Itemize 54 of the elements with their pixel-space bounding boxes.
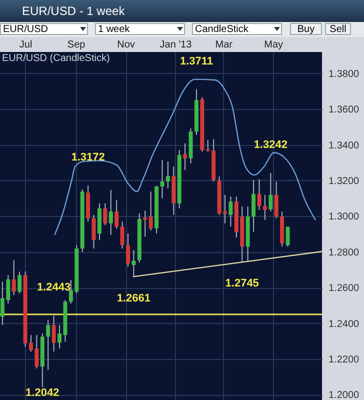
candlestick bbox=[268, 172, 273, 212]
x-tick-label: Nov bbox=[117, 40, 135, 50]
candlestick bbox=[114, 199, 119, 230]
candlestick bbox=[12, 260, 16, 296]
chart-title: EUR/USD - 1 week bbox=[22, 4, 125, 18]
candlestick bbox=[108, 189, 113, 236]
x-tick-label: Jan '13 bbox=[160, 40, 192, 50]
candlestick bbox=[257, 178, 262, 210]
text: Buy bbox=[290, 23, 322, 35]
candlestick bbox=[92, 214, 96, 249]
y-tick-label: 1.3200 bbox=[328, 176, 360, 187]
text: 1 week bbox=[98, 24, 130, 35]
text: CandleStick bbox=[195, 24, 248, 35]
x-tick-label: May bbox=[264, 40, 284, 50]
annotation: 1.3711 bbox=[180, 55, 213, 68]
candlestick bbox=[143, 210, 148, 238]
y-tick-label: 1.2400 bbox=[328, 318, 360, 330]
chart-subtitle: EUR/USD (CandleStick) bbox=[2, 53, 110, 64]
candlestick bbox=[132, 250, 136, 278]
y-tick-label: 1.2600 bbox=[328, 283, 360, 294]
annotation: 1.3172 bbox=[71, 151, 105, 164]
annotation: 1.2042 bbox=[26, 387, 60, 400]
candlestick bbox=[252, 179, 256, 232]
candlestick bbox=[52, 315, 56, 352]
candlestick bbox=[262, 194, 267, 220]
x-tick-label: Sep bbox=[67, 40, 86, 50]
x-tick-label: Jul bbox=[19, 40, 32, 50]
annotation: 1.2745 bbox=[225, 278, 259, 290]
candlestick bbox=[18, 271, 22, 294]
y-tick-label: 1.2800 bbox=[328, 247, 360, 258]
y-tick-label: 1.3000 bbox=[328, 212, 360, 223]
y-tick-label: 1.3800 bbox=[328, 68, 360, 80]
text: Sell bbox=[325, 23, 351, 35]
candlestick bbox=[126, 232, 130, 268]
candlestick bbox=[274, 181, 278, 219]
annotation: 1.2443 bbox=[36, 282, 71, 294]
y-tick-label: 1.2200 bbox=[328, 354, 360, 366]
y-tick-label: 1.3400 bbox=[328, 140, 360, 152]
candlestick bbox=[120, 221, 124, 249]
candlestick bbox=[103, 202, 108, 226]
line-series bbox=[54, 78, 316, 236]
candlestick bbox=[286, 226, 290, 248]
annotation: 1.2661 bbox=[116, 292, 151, 305]
x-tick-label: Mar bbox=[215, 40, 234, 50]
candlestick bbox=[148, 191, 153, 231]
annotation: 1.3242 bbox=[254, 138, 288, 151]
candlestick bbox=[46, 320, 50, 371]
y-tick-label: 1.2000 bbox=[328, 390, 360, 400]
candlestick bbox=[160, 159, 164, 199]
text: EUR/USD bbox=[3, 24, 48, 35]
candlestick bbox=[183, 142, 188, 170]
candlestick bbox=[166, 161, 170, 189]
y-tick-label: 1.3600 bbox=[328, 104, 360, 116]
candlestick bbox=[228, 196, 233, 228]
